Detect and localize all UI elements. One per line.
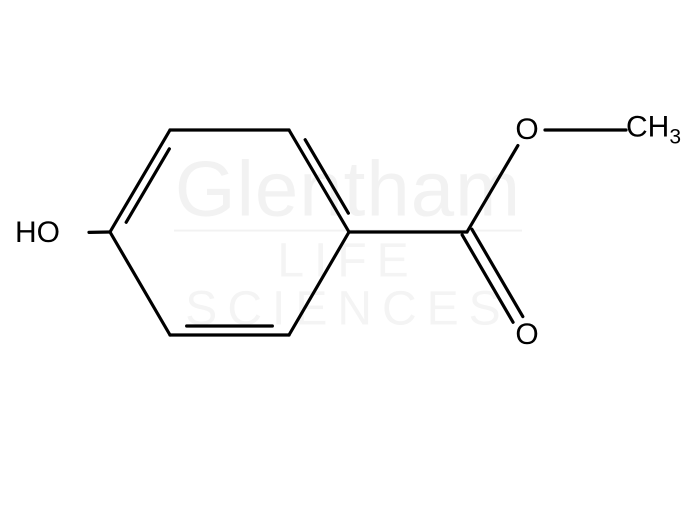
atom-label-ch3: CH3: [626, 111, 681, 150]
atom-label-o8: O: [515, 318, 538, 352]
atom-label-o9: O: [515, 113, 538, 147]
structure-svg: [0, 0, 696, 520]
atom-label-ho: HO: [15, 216, 60, 250]
